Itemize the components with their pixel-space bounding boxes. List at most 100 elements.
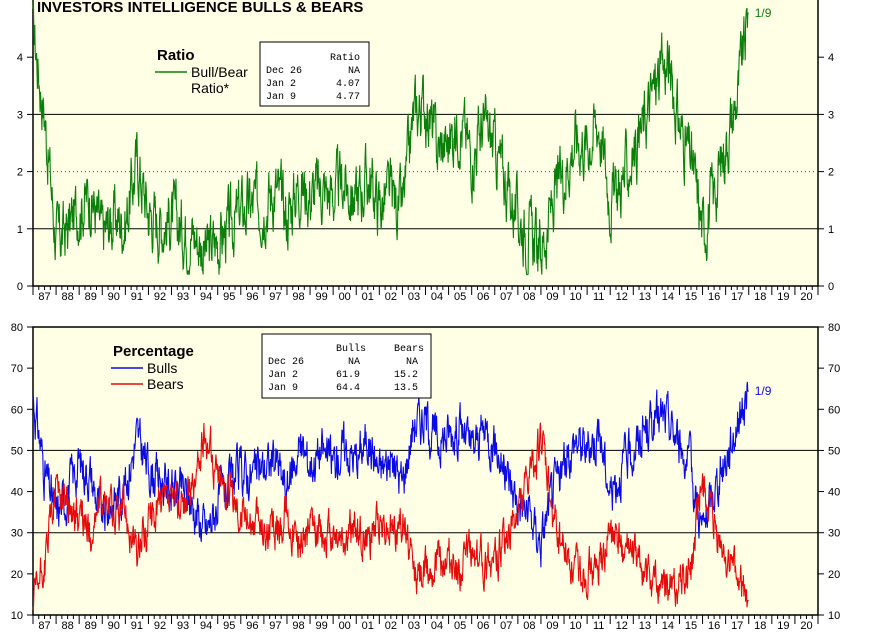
percentage-ytick-label-right-20: 20 [828, 569, 840, 581]
ratio-series-group [32, 0, 749, 276]
ratio-xtick-label-07: 07 [500, 291, 512, 303]
ratio-xtick-label-01: 01 [362, 291, 374, 303]
ratio-ytick-label-left-1: 1 [17, 224, 23, 236]
ratio-table-header: Ratio [330, 52, 360, 64]
percentage-xtick-label-89: 89 [85, 620, 97, 632]
percentage-ytick-label-left-30: 30 [11, 528, 23, 540]
ratio-x-axis: 87 88 89 90 91 92 93 94 95 96 97 98 99 00 01 02 03 04 05 06… [32, 286, 819, 303]
percentage-xtick-label-90: 90 [108, 620, 120, 632]
percentage-xtick-label-08: 08 [523, 620, 535, 632]
ratio-xtick-label-15: 15 [685, 291, 697, 303]
ratio-y-axis: 0 0 1 1 2 2 3 3 4 4 [17, 52, 834, 293]
ratio-xtick-label-88: 88 [62, 291, 74, 303]
percentage-ytick-label-right-40: 40 [828, 487, 840, 499]
ratio-legend-heading: Ratio [157, 47, 195, 64]
percentage-table-date-1: Dec 26 [268, 357, 304, 368]
ratio-xtick-label-19: 19 [777, 291, 789, 303]
percentage-xtick-label-07: 07 [500, 620, 512, 632]
percentage-xtick-label-06: 06 [477, 620, 489, 632]
percentage-xtick-label-17: 17 [731, 620, 743, 632]
percentage-ytick-label-left-80: 80 [11, 322, 23, 334]
percentage-table-bulls-2: 61.9 [336, 370, 360, 381]
percentage-table-bears-3: 13.5 [394, 383, 418, 394]
percentage-xtick-label-04: 04 [431, 620, 443, 632]
ratio-ytick-label-left-0: 0 [17, 281, 23, 293]
ratio-table-value-3: 4.77 [336, 92, 360, 103]
bulls-series-line [32, 381, 749, 568]
percentage-xtick-label-00: 00 [339, 620, 351, 632]
ratio-ytick-label-right-4: 4 [828, 52, 834, 64]
ratio-end-label: 1/9 [755, 6, 772, 20]
ratio-xtick-label-91: 91 [131, 291, 143, 303]
ratio-ytick-label-left-2: 2 [17, 167, 23, 179]
ratio-ytick-label-left-3: 3 [17, 109, 23, 121]
percentage-table-bears-1: NA [406, 357, 418, 368]
percentage-ytick-label-left-70: 70 [11, 363, 23, 375]
ratio-table-box [259, 41, 370, 107]
percentage-xtick-label-11: 11 [593, 620, 604, 632]
ratio-table-date-2: Jan 2 [266, 79, 296, 90]
percentage-xtick-label-94: 94 [200, 620, 212, 632]
ratio-legend-label-1: Bull/Bear [191, 64, 248, 80]
percentage-xtick-label-19: 19 [777, 620, 789, 632]
percentage-xtick-label-99: 99 [315, 620, 327, 632]
ratio-series-line [32, 0, 749, 276]
ratio-xtick-label-06: 06 [477, 291, 489, 303]
ratio-xtick-label-09: 09 [546, 291, 558, 303]
percentage-xtick-label-91: 91 [131, 620, 143, 632]
ratio-xtick-label-89: 89 [85, 291, 97, 303]
ratio-xtick-label-00: 00 [339, 291, 351, 303]
percentage-xtick-label-10: 10 [569, 620, 581, 632]
ratio-xtick-label-11: 11 [593, 291, 604, 303]
ratio-xtick-label-10: 10 [569, 291, 581, 303]
percentage-ytick-label-left-60: 60 [11, 404, 23, 416]
bulls-legend-label: Bulls [147, 360, 177, 376]
percentage-xtick-label-13: 13 [639, 620, 651, 632]
percentage-ytick-label-right-10: 10 [828, 610, 840, 622]
percentage-xtick-label-98: 98 [292, 620, 304, 632]
percentage-y-axis: 10 10 20 20 30 30 40 40 50 50 60 60 70 70 80 80 [11, 322, 841, 622]
percentage-xtick-label-02: 02 [385, 620, 397, 632]
percentage-table-bears-2: 15.2 [394, 370, 418, 381]
ratio-xtick-label-96: 96 [246, 291, 258, 303]
percentage-table-date-3: Jan 9 [268, 383, 298, 394]
percentage-table: Bulls Bears Dec 26 NA NA Jan 2 61.9 15.2… [261, 333, 432, 399]
ratio-table: Ratio Dec 26 NA Jan 2 4.07 Jan 9 4.77 [259, 41, 370, 107]
ratio-xtick-label-16: 16 [708, 291, 720, 303]
bears-legend-label: Bears [147, 376, 184, 392]
chart-title: INVESTORS INTELLIGENCE BULLS & BEARS [37, 0, 363, 16]
percentage-table-box [261, 333, 432, 399]
ratio-ytick-label-right-1: 1 [828, 224, 834, 236]
ratio-gridlines [33, 113, 818, 230]
ratio-table-date-1: Dec 26 [266, 66, 302, 77]
percentage-xtick-label-01: 01 [362, 620, 374, 632]
percentage-xtick-label-15: 15 [685, 620, 697, 632]
percentage-x-axis: 87 88 89 90 91 92 93 94 95 96 97 98 99 00 01 02 03 04 05 06… [32, 615, 819, 632]
ratio-xtick-label-93: 93 [177, 291, 189, 303]
percentage-table-header-bulls: Bulls [336, 343, 366, 355]
ratio-ytick-label-right-3: 3 [828, 109, 834, 121]
percentage-xtick-label-16: 16 [708, 620, 720, 632]
ratio-xtick-label-90: 90 [108, 291, 120, 303]
ratio-ytick-label-right-2: 2 [828, 167, 834, 179]
ratio-ytick-label-right-0: 0 [828, 281, 834, 293]
percentage-xtick-label-97: 97 [269, 620, 281, 632]
ratio-xtick-label-92: 92 [154, 291, 166, 303]
ratio-xtick-label-94: 94 [200, 291, 212, 303]
percentage-xtick-label-93: 93 [177, 620, 189, 632]
percentage-ytick-label-left-20: 20 [11, 569, 23, 581]
percentage-ytick-label-right-60: 60 [828, 404, 840, 416]
ratio-xtick-label-99: 99 [315, 291, 327, 303]
ratio-table-value-2: 4.07 [336, 79, 360, 90]
percentage-ytick-label-left-40: 40 [11, 487, 23, 499]
ratio-xtick-label-97: 97 [269, 291, 281, 303]
percentage-ytick-label-right-80: 80 [828, 322, 840, 334]
percentage-xtick-label-87: 87 [38, 620, 50, 632]
percentage-xtick-label-96: 96 [246, 620, 258, 632]
ratio-xtick-label-03: 03 [408, 291, 420, 303]
percentage-ytick-label-left-50: 50 [11, 445, 23, 457]
percentage-xtick-label-12: 12 [616, 620, 628, 632]
percentage-xtick-label-92: 92 [154, 620, 166, 632]
percentage-ytick-label-right-30: 30 [828, 528, 840, 540]
ratio-xtick-label-02: 02 [385, 291, 397, 303]
